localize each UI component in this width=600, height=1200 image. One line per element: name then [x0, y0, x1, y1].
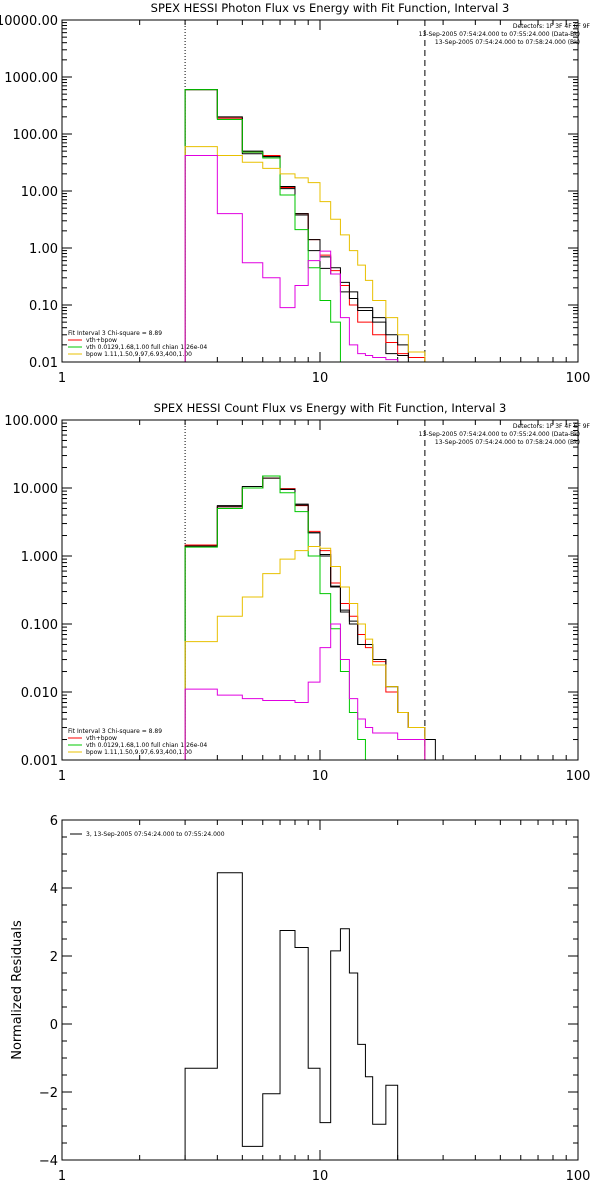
count-flux-legend-line-4: bpow 1.11,1.50,9.97,6.93,400,1.00 — [86, 749, 192, 756]
photon-flux-series-bpow — [184, 146, 426, 362]
count-flux-y-tick-label: 1.000 — [21, 550, 58, 565]
photon-flux-series-data — [184, 89, 426, 362]
count-flux-series-group — [184, 475, 436, 760]
photon-flux-panel: SPEX HESSI Photon Flux vs Energy with Fi… — [68, 1, 591, 358]
photon-flux-plot: 1 10 100 0.01 0.10 1.00 10.00 100.00 1000.00 1000… — [0, 14, 590, 386]
residuals-plot: 1 10 100 −4 −2 0 2 4 6 — [39, 814, 591, 1184]
residuals-series-group — [184, 872, 399, 1160]
count-flux-frame — [61, 419, 579, 761]
residuals-legend: 3, 13-Sep-2005 07:54:24.000 to 07:55:24.… — [70, 831, 225, 838]
residuals-x-tick-label: 100 — [566, 1169, 591, 1184]
photon-flux-y-ticks: 0.01 0.10 1.00 10.00 100.00 1000.00 10000.00 — [0, 14, 578, 371]
count-flux-x-tick-label: 100 — [566, 769, 591, 784]
count-flux-legend-line-1: Fit Interval 3 Chi-square = 8.89 — [68, 728, 162, 735]
photon-flux-frame — [61, 19, 579, 363]
count-flux-series-vth — [184, 475, 373, 760]
photon-flux-y-tick-label: 100.00 — [13, 128, 59, 143]
count-flux-y-ticks: 0.001 0.010 0.100 1.000 10.000 100.000 — [4, 414, 578, 769]
count-flux-header-line-2: 13-Sep-2005 07:54:24.000 to 07:55:24.000… — [419, 431, 580, 438]
photon-flux-x-tick-label: 100 — [566, 371, 591, 386]
count-flux-y-tick-label: 0.100 — [21, 618, 58, 633]
count-flux-y-tick-label: 100.000 — [4, 414, 58, 429]
count-flux-legend-line-3: vth 0.0129,1.68,1.00 full chian 1.26e-04 — [86, 742, 207, 749]
plot-areas: 1 10 1000.010.101.0010.00100.001000.001000… — [0, 14, 590, 1184]
count-flux-x-ticks: 1 10 100 — [58, 420, 591, 784]
count-flux-header: Detectors: 1F 3F 4F 6F 9F 13-Sep-2005 07… — [419, 423, 591, 446]
count-flux-series-bk — [184, 623, 426, 760]
photon-flux-legend-line-3: vth 0.0129,1.68,1.00 full chian 1.26e-04 — [86, 344, 207, 351]
count-flux-x-tick-label: 1 — [58, 769, 66, 784]
photon-flux-legend-line-2: vth+bpow — [86, 337, 117, 344]
photon-flux-header: Detectors: 1F 3F 4F 6F 9F 13-Sep-2005 07… — [419, 23, 591, 46]
residuals-y-tick-label: 6 — [50, 814, 58, 829]
photon-flux-x-tick-label: 1 — [58, 371, 66, 386]
photon-flux-x-ticks: 1 10 100 — [58, 20, 591, 386]
residuals-x-ticks: 1 10 100 — [58, 820, 591, 1184]
count-flux-series-bpow — [184, 545, 436, 760]
photon-flux-header-line-2: 13-Sep-2005 07:54:24.000 to 07:55:24.000… — [419, 31, 580, 38]
photon-flux-header-line-3: 13-Sep-2005 07:54:24.000 to 07:58:24.000… — [435, 39, 580, 46]
count-flux-legend-line-2: vth+bpow — [86, 735, 117, 742]
photon-flux-series-total — [184, 89, 425, 362]
residuals-panel: Normalized Residuals 3, 13-Sep-2005 07:5… — [10, 831, 225, 1060]
photon-flux-series-group — [184, 89, 426, 362]
residuals-y-tick-label: −2 — [39, 1086, 58, 1101]
residuals-y-tick-label: 0 — [50, 1018, 58, 1033]
photon-flux-series-vth — [184, 89, 358, 362]
residuals-frame — [61, 819, 579, 1161]
count-flux-series-total — [184, 477, 426, 760]
count-flux-header-line-3: 13-Sep-2005 07:54:24.000 to 07:58:24.000… — [435, 439, 580, 446]
residuals-x-tick-label: 10 — [312, 1169, 329, 1184]
residuals-ylabel: Normalized Residuals — [10, 920, 25, 1060]
count-flux-y-tick-label: 0.001 — [21, 754, 58, 769]
photon-flux-y-tick-label: 10.00 — [21, 185, 58, 200]
residuals-y-ticks: −4 −2 0 2 4 6 — [39, 814, 578, 1169]
photon-flux-y-tick-label: 1000.00 — [4, 71, 58, 86]
photon-flux-header-line-1: Detectors: 1F 3F 4F 6F 9F — [513, 23, 591, 30]
photon-flux-y-tick-label: 10000.00 — [0, 14, 58, 29]
residuals-y-tick-label: 4 — [50, 882, 58, 897]
residuals-x-tick-label: 1 — [58, 1169, 66, 1184]
count-flux-series-background — [184, 477, 426, 760]
photon-flux-legend-line-1: Fit Interval 3 Chi-square = 8.89 — [68, 330, 162, 337]
count-flux-title: SPEX HESSI Count Flux vs Energy with Fit… — [154, 401, 507, 415]
count-flux-plot: 1 10 100 0.001 0.010 0.100 1.000 10.000 100.000 — [4, 414, 590, 784]
residuals-y-tick-label: 2 — [50, 950, 58, 965]
photon-flux-y-tick-label: 0.10 — [29, 299, 58, 314]
photon-flux-title: SPEX HESSI Photon Flux vs Energy with Fi… — [151, 1, 510, 15]
count-flux-panel: SPEX HESSI Count Flux vs Energy with Fit… — [68, 401, 591, 756]
residuals-series-data — [184, 872, 399, 1160]
photon-flux-series-background — [184, 89, 426, 362]
count-flux-y-tick-label: 10.000 — [13, 482, 59, 497]
photon-flux-x-tick-label: 10 — [312, 371, 329, 386]
count-flux-x-tick-label: 10 — [312, 769, 329, 784]
photon-flux-series-bk — [184, 154, 409, 362]
count-flux-y-tick-label: 0.010 — [21, 686, 58, 701]
photon-flux-y-tick-label: 0.01 — [29, 356, 58, 371]
photon-flux-y-tick-label: 1.00 — [29, 242, 58, 257]
photon-flux-legend: Fit Interval 3 Chi-square = 8.89 vth+bpo… — [68, 330, 207, 358]
count-flux-legend: Fit Interval 3 Chi-square = 8.89 vth+bpo… — [68, 728, 207, 756]
residuals-y-tick-label: −4 — [39, 1154, 58, 1169]
photon-flux-legend-line-4: bpow 1.11,1.50,9.97,6.93,400,1.00 — [86, 351, 192, 358]
count-flux-series-data — [184, 475, 436, 760]
residuals-legend-line-1: 3, 13-Sep-2005 07:54:24.000 to 07:55:24.… — [86, 831, 225, 838]
count-flux-header-line-1: Detectors: 1F 3F 4F 6F 9F — [513, 423, 591, 430]
